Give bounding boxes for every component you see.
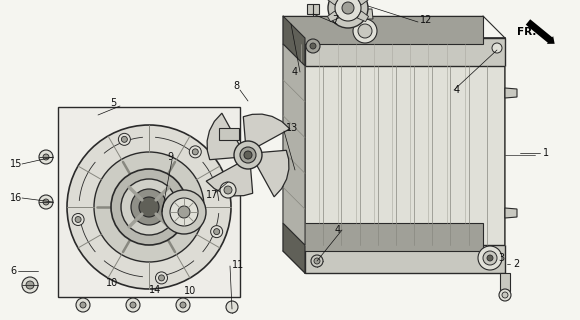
Polygon shape: [500, 273, 510, 291]
Text: 3: 3: [498, 253, 504, 263]
Polygon shape: [283, 223, 483, 251]
Polygon shape: [357, 9, 373, 19]
Circle shape: [311, 255, 323, 267]
Polygon shape: [307, 4, 319, 14]
Circle shape: [193, 149, 198, 155]
Text: 15: 15: [10, 159, 23, 169]
Circle shape: [162, 190, 206, 234]
Circle shape: [353, 19, 377, 43]
Circle shape: [189, 146, 201, 158]
Circle shape: [342, 2, 354, 14]
Circle shape: [234, 141, 262, 169]
Circle shape: [180, 302, 186, 308]
Circle shape: [43, 154, 49, 160]
Circle shape: [39, 150, 53, 164]
Circle shape: [94, 152, 204, 262]
Text: 13: 13: [286, 123, 298, 133]
Circle shape: [314, 258, 320, 264]
Polygon shape: [283, 223, 305, 273]
Text: 12: 12: [420, 15, 432, 25]
Text: 10: 10: [184, 286, 196, 296]
Circle shape: [158, 275, 165, 281]
Circle shape: [478, 246, 502, 270]
Text: 6: 6: [10, 266, 16, 276]
Circle shape: [72, 213, 84, 226]
Polygon shape: [357, 11, 368, 21]
Text: 5: 5: [110, 98, 116, 108]
Text: FR.: FR.: [517, 27, 536, 37]
Circle shape: [26, 281, 34, 289]
Circle shape: [240, 147, 256, 163]
Polygon shape: [283, 44, 305, 245]
Circle shape: [176, 298, 190, 312]
Text: 11: 11: [232, 260, 244, 270]
Text: 17: 17: [206, 190, 218, 200]
Circle shape: [499, 289, 511, 301]
Polygon shape: [357, 0, 368, 5]
Circle shape: [121, 136, 128, 142]
Circle shape: [130, 302, 136, 308]
Polygon shape: [58, 107, 240, 297]
Circle shape: [80, 302, 86, 308]
Circle shape: [328, 0, 368, 28]
Circle shape: [483, 251, 497, 265]
Circle shape: [121, 179, 177, 235]
Circle shape: [131, 189, 167, 225]
Text: 8: 8: [233, 81, 239, 91]
Circle shape: [43, 199, 49, 205]
Circle shape: [126, 298, 140, 312]
Text: 4: 4: [335, 225, 341, 235]
Polygon shape: [283, 16, 305, 66]
Circle shape: [178, 206, 190, 218]
Circle shape: [226, 301, 238, 313]
Text: 14: 14: [149, 285, 161, 295]
Polygon shape: [505, 208, 517, 218]
Circle shape: [213, 228, 220, 235]
Circle shape: [224, 186, 232, 194]
Text: 4: 4: [292, 67, 298, 77]
Circle shape: [306, 39, 320, 53]
Text: 4: 4: [454, 85, 460, 95]
Polygon shape: [328, 11, 339, 21]
Circle shape: [170, 198, 198, 226]
Text: 10: 10: [106, 278, 118, 288]
Polygon shape: [305, 245, 505, 273]
Text: 1: 1: [543, 148, 549, 158]
Circle shape: [492, 43, 502, 53]
Circle shape: [76, 298, 90, 312]
Polygon shape: [219, 128, 239, 140]
Circle shape: [502, 292, 508, 298]
Circle shape: [111, 169, 187, 245]
Polygon shape: [243, 114, 290, 147]
Polygon shape: [206, 163, 253, 196]
Circle shape: [155, 272, 168, 284]
Circle shape: [22, 277, 38, 293]
Circle shape: [139, 197, 159, 217]
FancyArrow shape: [526, 19, 554, 44]
Circle shape: [358, 24, 372, 38]
Circle shape: [67, 125, 231, 289]
Polygon shape: [305, 38, 505, 273]
Polygon shape: [256, 150, 289, 197]
Polygon shape: [505, 88, 517, 98]
Text: 16: 16: [10, 193, 22, 203]
Circle shape: [39, 195, 53, 209]
Circle shape: [118, 133, 130, 145]
Polygon shape: [207, 113, 240, 160]
Polygon shape: [283, 16, 483, 44]
Polygon shape: [328, 0, 339, 5]
Circle shape: [335, 0, 361, 21]
Circle shape: [75, 217, 81, 222]
Text: 9: 9: [167, 152, 173, 162]
Text: 2: 2: [513, 259, 519, 269]
Circle shape: [310, 43, 316, 49]
Text: 7: 7: [332, 15, 338, 25]
Circle shape: [487, 255, 493, 261]
Circle shape: [244, 151, 252, 159]
Polygon shape: [305, 38, 505, 66]
Circle shape: [211, 226, 223, 238]
Circle shape: [220, 182, 236, 198]
